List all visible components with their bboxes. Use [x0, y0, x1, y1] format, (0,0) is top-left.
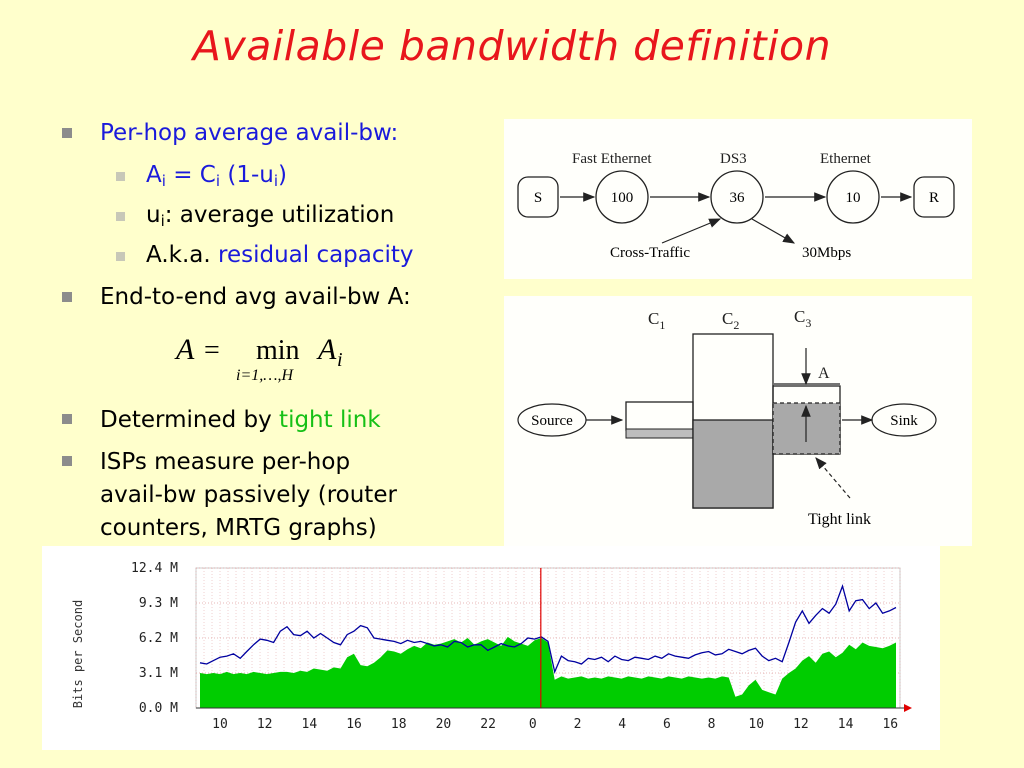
x-tick-label: 12 [257, 717, 273, 732]
label-c3: C3 [794, 307, 811, 330]
label-30mbps: 30Mbps [802, 245, 851, 261]
bullet-aka: A.k.a. residual capacity [146, 242, 414, 268]
node-36-label: 36 [730, 190, 746, 206]
node-100 [595, 170, 649, 224]
pipe-c1 [625, 401, 694, 431]
slide-title: Available bandwidth definition [192, 22, 832, 70]
node-sink [871, 403, 937, 437]
bullet-marker [62, 414, 72, 424]
node-source-box [517, 176, 559, 218]
node-receiver-box [913, 176, 955, 218]
bullet-marker [62, 292, 72, 302]
label-c2: C2 [722, 309, 739, 332]
bullet-isps-line-1: ISPs measure per-hop [100, 449, 351, 475]
y-axis-label: Bits per Second [71, 600, 85, 708]
formula-lhs: A [174, 333, 195, 366]
x-tick-label: 0 [529, 717, 537, 732]
arrow-tight-link [815, 457, 851, 499]
label-ds3: DS3 [720, 151, 747, 167]
formula-rhs-sub: i [337, 349, 343, 371]
formula-min: min [256, 335, 300, 366]
x-tick-label: 22 [480, 717, 496, 732]
bullet-utilization: ui: average utilization [146, 202, 395, 230]
node-10 [826, 170, 880, 224]
pipe-c2-used [692, 419, 774, 509]
bullet-tight-link: Determined by tight link [100, 407, 381, 433]
sub-bullet-marker [116, 172, 125, 181]
x-tick-label: 14 [302, 717, 318, 732]
node-source [517, 403, 587, 437]
x-tick-label: 10 [212, 717, 228, 732]
min-formula: A = min i=1,…,H A i [174, 333, 343, 384]
label-ethernet: Ethernet [820, 151, 872, 167]
arrow-cross-traffic-in [661, 218, 722, 244]
x-tick-label: 20 [436, 717, 452, 732]
y-tick-label: 12.4 M [131, 561, 178, 576]
label-source: Source [531, 413, 573, 429]
x-tick-label: 14 [838, 717, 854, 732]
x-tick-label: 16 [346, 717, 362, 732]
traffic-out-line [199, 583, 897, 675]
x-tick-label: 4 [618, 717, 626, 732]
pipe-c1-used [625, 428, 694, 439]
tight-link-diagram: C1 C2 C3 A Source Sink Tight link [504, 296, 972, 546]
x-tick-label: 12 [793, 717, 809, 732]
y-tick-label: 0.0 M [139, 701, 178, 716]
y-tick-label: 3.1 M [139, 666, 178, 681]
bullet-ai-formula: Ai = Ci (1-ui) [146, 162, 287, 190]
bullet-marker [62, 456, 72, 466]
label-tight-link: Tight link [808, 511, 871, 528]
node-10-label: 10 [846, 190, 861, 206]
x-tick-label: 18 [391, 717, 407, 732]
bullet-marker [62, 128, 72, 138]
x-tick-label: 2 [574, 717, 582, 732]
node-100-label: 100 [611, 190, 634, 206]
y-tick-label: 9.3 M [139, 596, 178, 611]
node-36 [710, 170, 764, 224]
bullet-isps-line-3: counters, MRTG graphs) [100, 515, 377, 541]
node-s-label: S [534, 190, 542, 206]
label-a: A [818, 365, 830, 382]
arrow-cross-traffic-out [751, 218, 796, 244]
formula-equals: = [204, 335, 220, 366]
x-tick-label: 10 [748, 717, 764, 732]
node-r-label: R [929, 190, 939, 206]
bullet-isps-line-2: avail-bw passively (router [100, 482, 397, 508]
label-c1: C1 [648, 309, 665, 332]
x-tick-label: 16 [882, 717, 898, 732]
bullet-per-hop: Per-hop average avail-bw: [100, 120, 399, 146]
x-tick-label: 8 [708, 717, 716, 732]
sub-bullet-marker [116, 252, 125, 261]
traffic-in-area [200, 636, 896, 708]
label-sink: Sink [890, 413, 918, 429]
label-cross-traffic: Cross-Traffic [610, 245, 690, 261]
formula-limits: i=1,…,H [236, 367, 294, 384]
x-axis-arrow [904, 704, 912, 712]
mrtg-traffic-graph: Bits per Second 12.4 M 9.3 M 6.2 M 3.1 M 0.0… [42, 546, 940, 750]
formula-rhs: A [316, 333, 337, 366]
sub-bullet-marker [116, 212, 125, 221]
y-tick-label: 6.2 M [139, 631, 178, 646]
x-tick-label: 6 [663, 717, 671, 732]
network-path-diagram: Fast Ethernet DS3 Ethernet S 100 36 10 R… [504, 119, 972, 279]
label-fast-ethernet: Fast Ethernet [572, 151, 652, 167]
bullet-end-to-end: End-to-end avg avail-bw A: [100, 284, 411, 310]
